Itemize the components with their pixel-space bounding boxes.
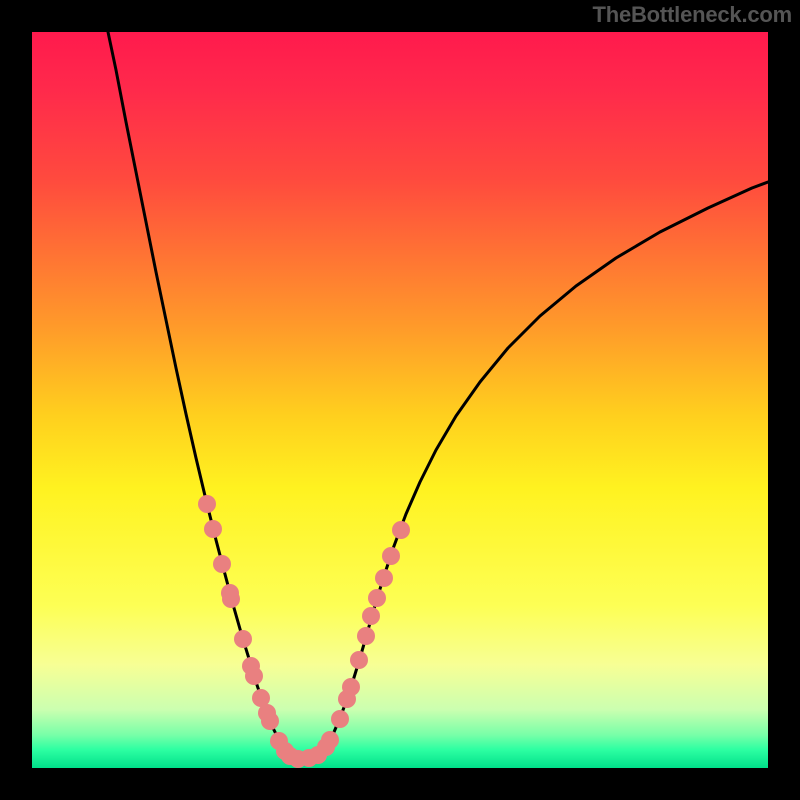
data-dot	[342, 678, 360, 696]
data-dot	[321, 731, 339, 749]
data-dot	[234, 630, 252, 648]
data-dot	[368, 589, 386, 607]
watermark-label: TheBottleneck.com	[592, 2, 792, 28]
data-dot	[222, 590, 240, 608]
data-dot	[382, 547, 400, 565]
chart-svg	[0, 0, 800, 800]
data-dot	[357, 627, 375, 645]
data-dot	[362, 607, 380, 625]
data-dot	[375, 569, 393, 587]
data-dot	[350, 651, 368, 669]
data-dot	[392, 521, 410, 539]
data-dot	[204, 520, 222, 538]
chart-stage: TheBottleneck.com	[0, 0, 800, 800]
data-dot	[245, 667, 263, 685]
data-dot	[261, 712, 279, 730]
data-dot	[331, 710, 349, 728]
plot-background	[32, 32, 768, 768]
data-dot	[198, 495, 216, 513]
data-dot	[213, 555, 231, 573]
